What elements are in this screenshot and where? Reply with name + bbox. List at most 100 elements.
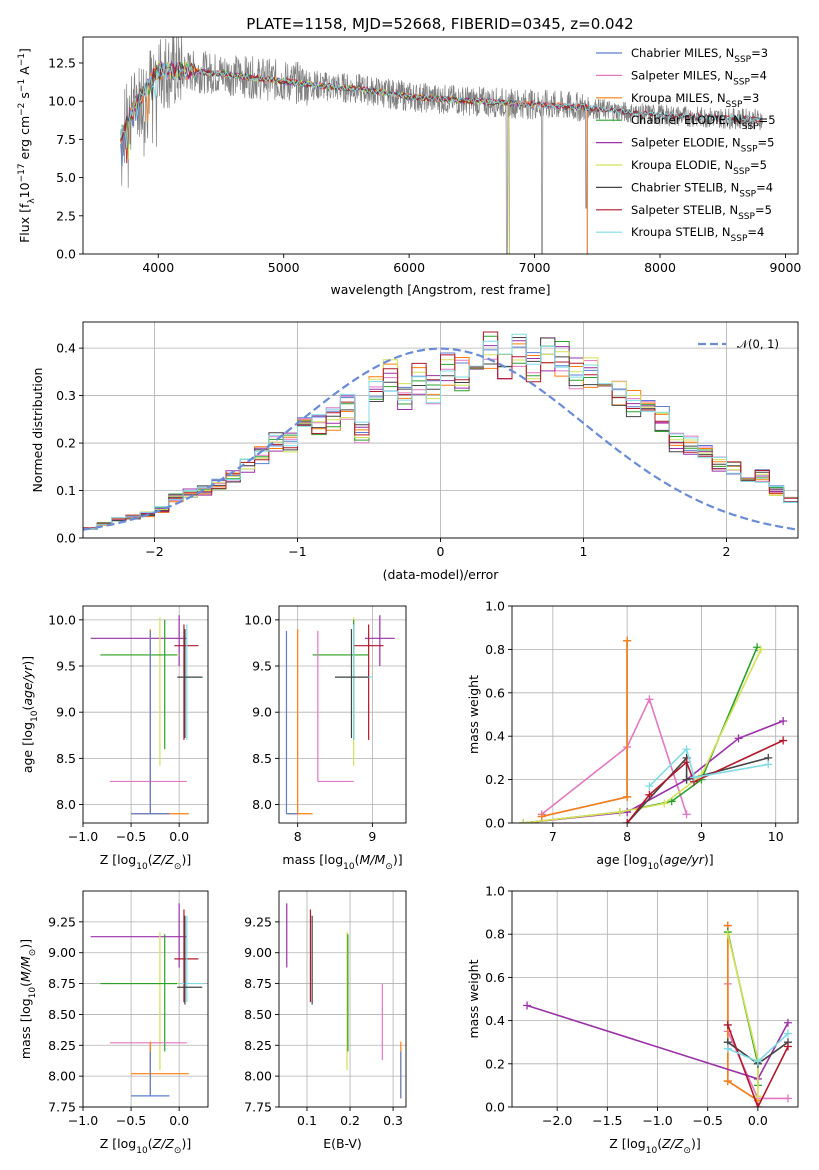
- series-marker: [523, 1001, 532, 1010]
- plot-area-mass-weight-vs-Z: [523, 921, 792, 1107]
- axes-frame: [82, 890, 209, 1108]
- x-tick-label: 0.1: [297, 1113, 317, 1128]
- series-marker: [753, 1103, 762, 1107]
- errorbar-salpeter-stelib: [353, 624, 384, 740]
- x-tick-label: 7: [549, 829, 557, 844]
- series-marker: [753, 1092, 762, 1101]
- series-marker: [645, 782, 654, 791]
- x-tick-label: 0.0: [169, 829, 189, 844]
- axes-frame: [278, 890, 407, 1108]
- y-tick-label: 8.5: [252, 751, 272, 766]
- x-tick-label: 9: [368, 829, 376, 844]
- observed-spectrum: [120, 37, 763, 254]
- y-tick-label: 8.50: [244, 1007, 272, 1022]
- legend: Chabrier MILES, NSSP=3 Salpeter MILES, NS…: [596, 46, 776, 244]
- y-tick-label: 0.4: [56, 341, 76, 356]
- y-tick-label: 9.5: [252, 659, 272, 674]
- series-kroupa-stelib: [723, 1029, 792, 1066]
- legend-label: Kroupa ELODIE, NSSP=5: [631, 158, 767, 177]
- axes-frame: [511, 890, 799, 1108]
- x-tick-label: −0.5: [116, 1113, 146, 1128]
- series-line: [523, 646, 758, 823]
- series-line: [541, 640, 628, 818]
- plot-area-mass-vs-EBV: [286, 903, 402, 1099]
- y-tick-label: 12.5: [48, 55, 76, 70]
- plot-area-age-vs-mass: [285, 615, 395, 815]
- series-line: [648, 747, 769, 787]
- plot-area-spectrum: [120, 37, 763, 254]
- legend-label: Chabrier MILES, NSSP=3: [631, 46, 768, 65]
- y-tick-label: 8.0: [252, 797, 272, 812]
- series-marker: [779, 717, 788, 726]
- x-tick-label: 5000: [268, 260, 300, 275]
- legend-label: Salpeter ELODIE, NSSP=5: [631, 136, 774, 155]
- errorbar-salpeter-miles: [109, 1042, 187, 1070]
- y-tick-label: 0.2: [485, 1056, 505, 1071]
- y-tick-label: 8.00: [48, 1069, 76, 1084]
- errorbar-salpeter-elodie: [90, 903, 187, 968]
- series-line: [626, 739, 784, 823]
- errorbar-chabrier-stelib: [335, 629, 369, 739]
- y-tick-label: 0.0: [56, 247, 76, 262]
- errorbar-chabrier-elodie: [100, 934, 178, 1052]
- x-axis-label: (data-model)/error: [383, 567, 500, 582]
- axes-frame: [511, 605, 799, 824]
- x-tick-label: −1.0: [68, 1113, 98, 1128]
- series-chabrier-miles: [537, 636, 632, 821]
- y-tick-label: 8.75: [48, 976, 76, 991]
- errorbar-chabrier-elodie: [312, 619, 369, 740]
- errorbar-chabrier-stelib: [177, 629, 203, 739]
- errorbar-kroupa-elodie: [100, 617, 180, 766]
- y-tick-label: 1.0: [485, 884, 505, 899]
- plot-area-mass-weight-vs-age: [519, 636, 788, 823]
- histogram-kroupa-stelib: [83, 333, 798, 530]
- errorbar-kroupa-stelib: [179, 624, 204, 740]
- legend-label: Kroupa MILES, NSSP=3: [631, 91, 759, 110]
- series-salpeter-stelib: [623, 736, 788, 823]
- axes-frame: [278, 605, 407, 824]
- errorbar-salpeter-miles: [317, 630, 354, 783]
- y-tick-label: 0.4: [485, 1013, 505, 1028]
- series-marker: [783, 1094, 792, 1103]
- y-tick-label: 7.75: [48, 1100, 76, 1115]
- figure-title: PLATE=1158, MJD=52668, FIBERID=0345, z=0…: [246, 15, 633, 33]
- errorbar-salpeter-miles: [109, 630, 187, 814]
- series-marker: [723, 1044, 732, 1053]
- series-kroupa-miles: [723, 921, 762, 1105]
- x-tick-label: 4000: [142, 260, 174, 275]
- x-tick-label: −0.5: [116, 829, 146, 844]
- series-marker: [756, 645, 765, 654]
- x-tick-label: 6000: [393, 260, 425, 275]
- y-tick-label: 8.0: [56, 797, 76, 812]
- y-tick-label: 0.6: [485, 970, 505, 985]
- x-tick-label: 9000: [770, 260, 802, 275]
- legend-label: 𝒩(0, 1): [737, 337, 779, 351]
- series-marker: [723, 930, 732, 939]
- errorbar-kroupa-miles: [286, 629, 313, 815]
- y-tick-label: 0.2: [485, 772, 505, 787]
- x-axis-label: Z [log10(Z/Z⊙)]: [100, 852, 191, 872]
- x-tick-label: 0.2: [340, 1113, 360, 1128]
- x-tick-label: 7000: [519, 260, 551, 275]
- y-axis-label: age [log10(age/yr)]: [20, 656, 40, 773]
- plot-area-residuals: [83, 331, 798, 531]
- series-marker: [660, 799, 669, 808]
- y-tick-label: 0.3: [56, 388, 76, 403]
- series-marker: [645, 790, 654, 799]
- errorbar-salpeter-elodie: [90, 615, 187, 667]
- y-tick-label: 9.00: [244, 945, 272, 960]
- errorbar-chabrier-miles: [285, 630, 298, 815]
- panel-mass-vs-EBV: 0.1 0.2 0.3 7.75 8.00 8.25 8.50 8.75 9.00 9.25 E(B…: [244, 890, 407, 1151]
- series-marker: [779, 736, 788, 745]
- series-marker: [623, 808, 632, 817]
- series-marker: [764, 760, 773, 769]
- panel-age-vs-mass: 8 9 8.0 8.5 9.0 9.5 10.0 mass [log10(M/M⊙)]: [244, 605, 407, 872]
- x-axis-label: age [log10(age/yr)]: [596, 852, 713, 872]
- legend-label: Salpeter STELIB, NSSP=5: [631, 203, 772, 222]
- panel-residuals: −2 −1 0 1 2 0.0 0.1 0.2 0.3 0.4 𝒩(0, 1) (data-model…: [30, 321, 799, 582]
- series-marker: [690, 773, 698, 782]
- series-marker: [783, 1029, 792, 1038]
- x-tick-label: −1: [288, 544, 306, 559]
- axes-frame: [82, 36, 799, 255]
- legend-label: Salpeter MILES, NSSP=4: [631, 68, 767, 87]
